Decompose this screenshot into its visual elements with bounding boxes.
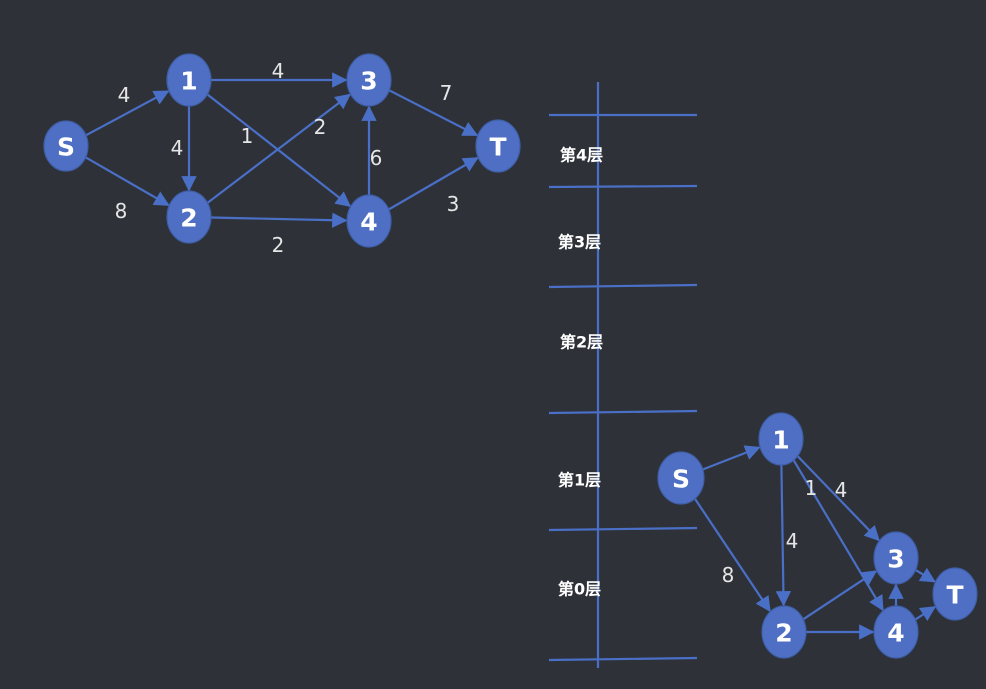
layered-edge-1-2 bbox=[775, 464, 792, 607]
node-label-4: 4 bbox=[360, 208, 377, 237]
layered-node-circle-2 bbox=[761, 605, 807, 659]
edge-S-2 bbox=[85, 156, 170, 207]
edge-2-4 bbox=[210, 212, 348, 228]
layered-node-circle-T bbox=[932, 567, 978, 621]
edge-weight-3-T: 7 bbox=[440, 81, 453, 105]
node-label-S: S bbox=[57, 133, 75, 162]
layer-label-1: 第1层 bbox=[558, 471, 601, 490]
edge-weight-4-T: 3 bbox=[447, 192, 460, 216]
layered-edge-S-1 bbox=[702, 445, 761, 471]
node-label-1: 1 bbox=[180, 67, 197, 96]
node-circle-2 bbox=[166, 190, 212, 244]
layered-node-circle-4 bbox=[873, 605, 919, 659]
edge-weight-1-2: 4 bbox=[171, 136, 184, 160]
node-label-2: 2 bbox=[180, 204, 197, 233]
layered-node-4: 4 bbox=[873, 605, 919, 659]
layered-edge-weight-S-2: 8 bbox=[722, 563, 735, 587]
edge-3-T bbox=[388, 89, 479, 137]
layered-node-S: S bbox=[657, 451, 705, 505]
node-circle-T bbox=[475, 119, 521, 173]
layered-node-T: T bbox=[932, 567, 978, 621]
layer-divider bbox=[548, 656, 698, 662]
layered-node-1: 1 bbox=[758, 412, 804, 466]
edge-4-T bbox=[388, 157, 479, 211]
layered-node-2: 2 bbox=[761, 605, 807, 659]
layered-edge-1-3 bbox=[796, 455, 880, 542]
graph-edges: 4 8 4 4 1 2 2 6 7 3 bbox=[85, 59, 479, 257]
edge-weight-4-3: 6 bbox=[370, 146, 383, 170]
node-circle-1 bbox=[166, 53, 212, 107]
layered-edge-2-3 bbox=[802, 570, 878, 621]
layered-edge-weight-1-4: 1 bbox=[805, 476, 818, 500]
node-4: 4 bbox=[346, 194, 392, 248]
layered-node-label-3: 3 bbox=[887, 545, 904, 574]
layer-divider bbox=[548, 526, 698, 532]
layer-label-4: 第4层 bbox=[560, 146, 603, 165]
layered-edge-weight-1-3: 4 bbox=[835, 478, 848, 502]
layer-divider bbox=[548, 184, 698, 189]
layered-graph-nodes: S 1 2 3 4 T bbox=[657, 412, 978, 659]
node-circle-S bbox=[43, 120, 89, 172]
node-circle-4 bbox=[346, 194, 392, 248]
layered-node-label-T: T bbox=[946, 581, 963, 610]
layered-edge-3-T bbox=[914, 567, 936, 583]
edge-S-1 bbox=[85, 90, 170, 137]
graph-nodes: S 1 2 3 4 T bbox=[43, 53, 521, 248]
layered-node-label-1: 1 bbox=[772, 426, 789, 455]
node-label-3: 3 bbox=[360, 67, 377, 96]
layered-edge-S-2 bbox=[693, 498, 771, 613]
layer-divider bbox=[548, 409, 698, 415]
edge-weight-2-4: 2 bbox=[272, 233, 285, 257]
edge-weight-2-3: 2 bbox=[314, 115, 327, 139]
layered-node-label-S: S bbox=[672, 465, 690, 494]
node-S: S bbox=[43, 120, 89, 172]
layered-node-circle-1 bbox=[758, 412, 804, 466]
edge-weight-1-3: 4 bbox=[272, 59, 285, 83]
node-circle-3 bbox=[346, 53, 392, 107]
layer-label-2: 第2层 bbox=[560, 333, 603, 352]
layered-node-circle-3 bbox=[873, 531, 919, 585]
edge-weight-S-2: 8 bbox=[115, 199, 128, 223]
node-2: 2 bbox=[166, 190, 212, 244]
layered-edge-4-T bbox=[914, 606, 937, 621]
layered-node-circle-S bbox=[657, 451, 705, 505]
edge-2-3 bbox=[206, 93, 351, 204]
node-1: 1 bbox=[166, 53, 212, 107]
layer-divider bbox=[548, 283, 698, 289]
layered-edge-weight-1-2: 4 bbox=[786, 529, 799, 553]
edge-weight-1-4: 1 bbox=[241, 124, 254, 148]
node-label-T: T bbox=[489, 133, 506, 162]
layered-node-label-2: 2 bbox=[775, 619, 792, 648]
edge-weight-S-1: 4 bbox=[118, 83, 131, 107]
edge-1-4 bbox=[206, 93, 352, 207]
layer-label-3: 第3层 bbox=[558, 233, 601, 252]
layer-scale: 第4层 第3层 第2层 第1层 第0层 bbox=[548, 82, 698, 668]
layered-node-3: 3 bbox=[873, 531, 919, 585]
layer-label-0: 第0层 bbox=[558, 580, 601, 599]
node-3: 3 bbox=[346, 53, 392, 107]
node-T: T bbox=[475, 119, 521, 173]
layered-node-label-4: 4 bbox=[887, 619, 904, 648]
